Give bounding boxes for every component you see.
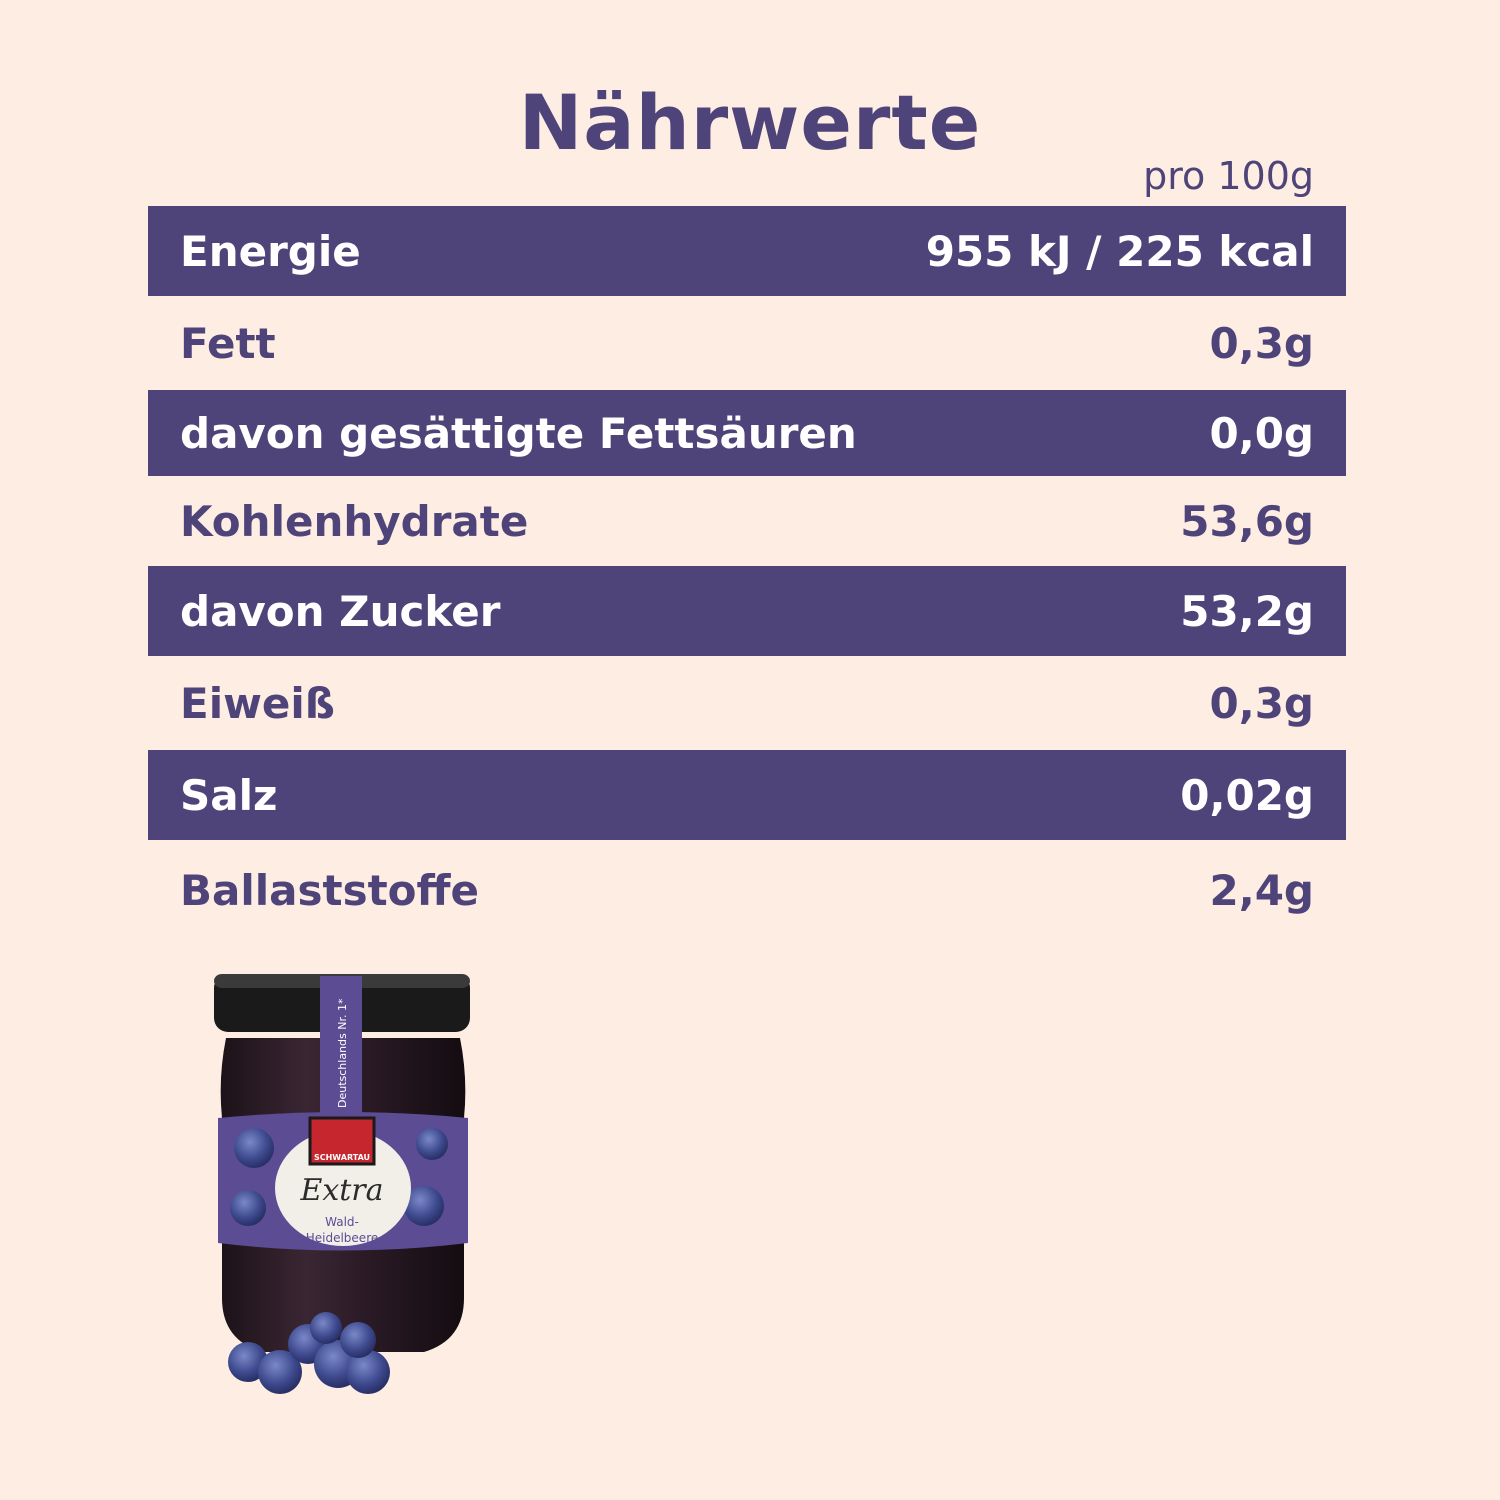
row-label: Eiweiß [180, 678, 335, 728]
row-label: Ballaststoffe [180, 865, 480, 915]
row-label: davon Zucker [180, 586, 501, 636]
table-row: Salz 0,02g [148, 750, 1346, 840]
product-jar-image: Deutschlands Nr. 1* SCHWARTAU Extra Wald… [208, 968, 478, 1398]
product-line: Extra [299, 1173, 383, 1208]
per-100g-label: pro 100g [1143, 154, 1314, 198]
variety-line-2: Heidelbeere [306, 1231, 379, 1245]
blueberries [228, 1312, 390, 1394]
nutrition-table: Energie 955 kJ / 225 kcal Fett 0,3g davo… [148, 206, 1346, 940]
row-value: 53,2g [1180, 586, 1314, 636]
table-row: davon Zucker 53,2g [148, 566, 1346, 656]
row-value: 0,3g [1209, 678, 1314, 728]
page-title: Nährwerte [518, 78, 982, 167]
jar-illustration: Deutschlands Nr. 1* SCHWARTAU Extra Wald… [214, 974, 470, 1394]
table-row: Kohlenhydrate 53,6g [148, 476, 1346, 566]
table-row: Fett 0,3g [148, 296, 1346, 390]
variety-line-1: Wald- [325, 1215, 359, 1229]
row-label: Kohlenhydrate [180, 496, 529, 546]
table-row: Eiweiß 0,3g [148, 656, 1346, 750]
seal-band [320, 976, 362, 1126]
row-label: Salz [180, 770, 278, 820]
table-row: Energie 955 kJ / 225 kcal [148, 206, 1346, 296]
table-row: Ballaststoffe 2,4g [148, 840, 1346, 940]
row-value: 2,4g [1209, 865, 1314, 915]
row-label: Energie [180, 226, 361, 276]
row-value: 0,0g [1209, 408, 1314, 458]
row-label: davon gesättigte Fettsäuren [180, 408, 857, 458]
table-row: davon gesättigte Fettsäuren 0,0g [148, 390, 1346, 476]
row-value: 0,02g [1180, 770, 1314, 820]
row-value: 955 kJ / 225 kcal [925, 226, 1314, 276]
brand-name: SCHWARTAU [314, 1153, 370, 1162]
row-label: Fett [180, 318, 276, 368]
seal-text: Deutschlands Nr. 1* [336, 998, 349, 1108]
brand-logo [308, 1116, 376, 1166]
row-value: 0,3g [1209, 318, 1314, 368]
row-value: 53,6g [1180, 496, 1314, 546]
